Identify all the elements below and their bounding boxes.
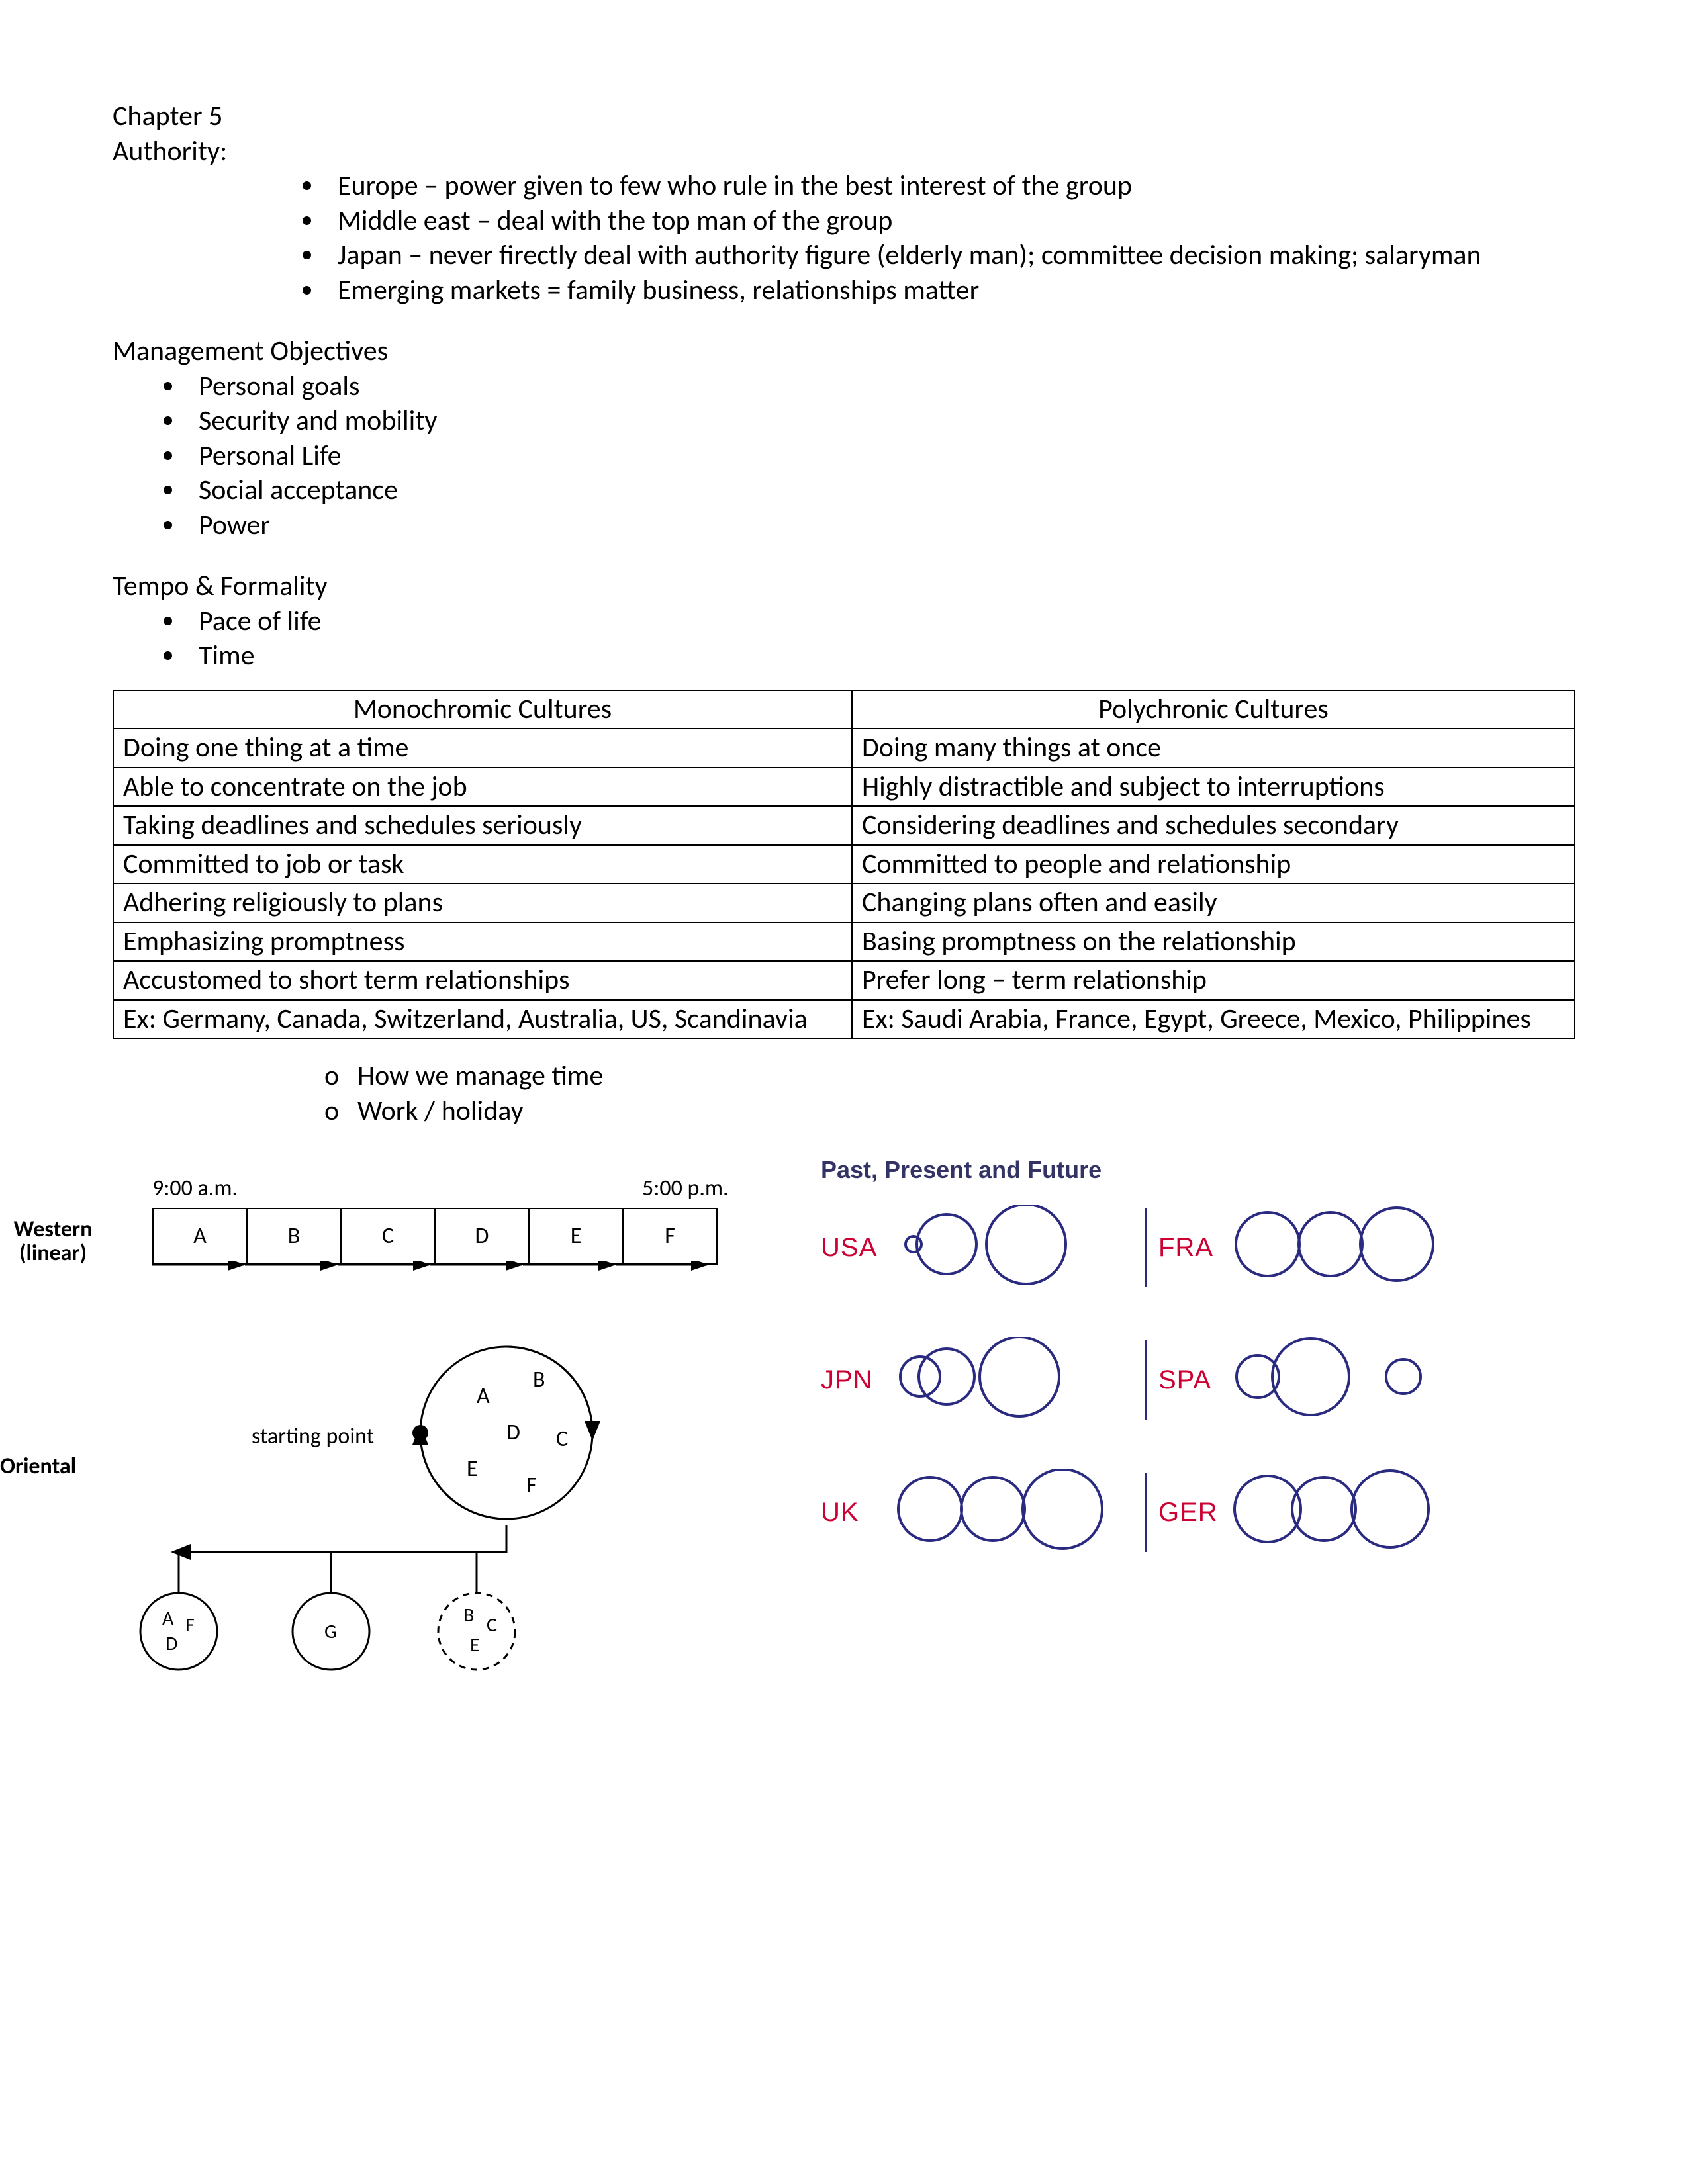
ppf-circles (1231, 1337, 1483, 1423)
list-item: Social acceptance (185, 473, 1575, 508)
list-item: Pace of life (185, 604, 1575, 639)
list-item: Security and mobility (185, 404, 1575, 439)
table-cell: Able to concentrate on the job (113, 768, 852, 807)
ppf-country-label: GER (1158, 1496, 1231, 1529)
svg-text:A: A (162, 1606, 174, 1631)
list-item: How we manage time (324, 1059, 1575, 1094)
table-cell: Changing plans often and easily (852, 884, 1575, 923)
linear-cell: D (434, 1208, 528, 1265)
list-item: Europe – power given to few who rule in … (324, 169, 1575, 204)
oriental-circle-icon: A B C D E F (391, 1327, 629, 1552)
svg-text:C: C (487, 1613, 497, 1637)
list-item: Emerging markets = family business, rela… (324, 273, 1575, 308)
linear-cell: C (340, 1208, 434, 1265)
tempo-heading: Tempo & Formality (113, 569, 1575, 604)
linear-cell: A (152, 1208, 246, 1265)
list-item: Personal Life (185, 439, 1575, 474)
table-cell: Doing many things at once (852, 729, 1575, 768)
ppf-circles (1231, 1469, 1483, 1555)
svg-text:D: D (506, 1419, 520, 1446)
oriental-label: Oriental (0, 1453, 106, 1481)
ppf-diagram: Past, Present and Future USA FRA JPN SPA UK G… (794, 1155, 1575, 1555)
table-header: Polychronic Cultures (852, 690, 1575, 729)
authority-list: Europe – power given to few who rule in … (113, 169, 1575, 308)
table-cell: Committed to job or task (113, 845, 852, 884)
ppf-circles (1231, 1205, 1483, 1291)
list-item: Work / holiday (324, 1094, 1575, 1129)
table-cell: Emphasizing promptness (113, 923, 852, 962)
chapter-title: Chapter 5 (113, 99, 1575, 134)
ppf-country-label: UK (821, 1496, 894, 1529)
ppf-title: Past, Present and Future (821, 1155, 1575, 1185)
svg-text:G: G (324, 1619, 337, 1644)
ppf-divider (1145, 1208, 1147, 1287)
western-label: Western (linear) (0, 1218, 106, 1265)
table-header: Monochromic Cultures (113, 690, 852, 729)
table-cell: Highly distractible and subject to inter… (852, 768, 1575, 807)
linear-row: A B C D E F (152, 1208, 718, 1265)
list-item: Personal goals (185, 369, 1575, 404)
ppf-country-label: USA (821, 1231, 894, 1264)
start-time-label: 9:00 a.m. (152, 1175, 238, 1203)
svg-text:B: B (463, 1603, 474, 1627)
svg-text:E: E (470, 1633, 480, 1657)
svg-text:F: F (185, 1613, 195, 1637)
table-cell: Taking deadlines and schedules seriously (113, 806, 852, 845)
table-cell: Ex: Germany, Canada, Switzerland, Austra… (113, 1000, 852, 1039)
ppf-country-label: SPA (1158, 1363, 1231, 1396)
list-item: Time (185, 639, 1575, 674)
time-diagram: Western (linear) Oriental 9:00 a.m. 5:00… (113, 1155, 794, 1698)
end-time-label: 5:00 p.m. (642, 1175, 729, 1203)
cultures-table: Monochromic Cultures Polychronic Culture… (113, 690, 1575, 1040)
ppf-circles (894, 1205, 1132, 1291)
table-cell: Considering deadlines and schedules seco… (852, 806, 1575, 845)
svg-text:C: C (556, 1426, 568, 1453)
svg-text:F: F (526, 1472, 537, 1499)
ppf-divider (1145, 1340, 1147, 1420)
ppf-circles (894, 1337, 1132, 1423)
svg-text:A: A (477, 1383, 490, 1410)
linear-arrows-icon (152, 1261, 748, 1281)
table-cell: Doing one thing at a time (113, 729, 852, 768)
svg-text:D: D (165, 1631, 177, 1656)
starting-point-label: starting point (252, 1423, 374, 1451)
ppf-circles (894, 1469, 1132, 1555)
list-item: Middle east – deal with the top man of t… (324, 204, 1575, 239)
svg-text:B: B (533, 1366, 545, 1393)
list-item: Power (185, 508, 1575, 543)
table-cell: Ex: Saudi Arabia, France, Egypt, Greece,… (852, 1000, 1575, 1039)
table-cell: Accustomed to short term relationships (113, 961, 852, 1000)
ppf-divider (1145, 1473, 1147, 1552)
mgmt-list: Personal goals Security and mobility Per… (113, 369, 1575, 543)
table-cell: Basing promptness on the relationship (852, 923, 1575, 962)
ppf-country-label: FRA (1158, 1231, 1231, 1264)
authority-heading: Authority: (113, 134, 1575, 169)
table-cell: Adhering religiously to plans (113, 884, 852, 923)
tempo-list: Pace of life Time (113, 604, 1575, 674)
linear-cell: F (622, 1208, 718, 1265)
svg-text:E: E (467, 1455, 478, 1482)
linear-cell: B (246, 1208, 340, 1265)
mgmt-heading: Management Objectives (113, 334, 1575, 369)
oriental-tree-icon: A F D G B C E (99, 1525, 629, 1698)
ppf-country-label: JPN (821, 1363, 894, 1396)
table-cell: Committed to people and relationship (852, 845, 1575, 884)
table-cell: Prefer long – term relationship (852, 961, 1575, 1000)
list-item: Japan – never firectly deal with authori… (324, 238, 1575, 273)
linear-cell: E (528, 1208, 622, 1265)
sub-list: How we manage time Work / holiday (113, 1059, 1575, 1128)
